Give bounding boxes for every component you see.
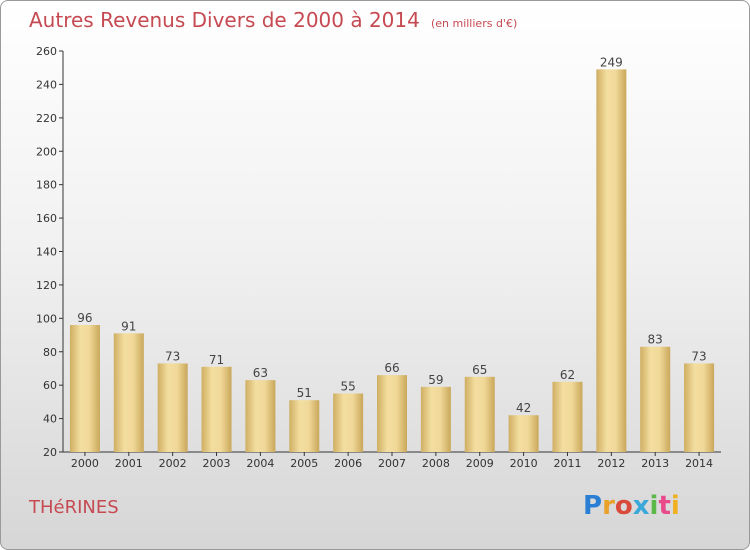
y-tick-label: 180 — [36, 179, 57, 192]
bar-value-label: 62 — [560, 368, 575, 382]
y-tick-label: 80 — [43, 346, 57, 359]
chart-subtitle: (en milliers d'€) — [430, 17, 518, 30]
logo-letter: r — [602, 491, 615, 521]
y-tick-label: 120 — [36, 279, 57, 292]
x-tick-label: 2011 — [553, 457, 581, 470]
bar-value-label: 73 — [165, 349, 180, 363]
x-tick-label: 2002 — [159, 457, 187, 470]
bar-value-label: 249 — [600, 55, 623, 69]
x-tick-label: 2009 — [466, 457, 494, 470]
bar — [157, 363, 188, 452]
bar-value-label: 71 — [209, 353, 224, 367]
bar-value-label: 42 — [516, 401, 531, 415]
logo-letter: i — [670, 491, 680, 521]
bar-value-label: 59 — [428, 373, 443, 387]
logo-letter: x — [632, 491, 650, 521]
bar — [464, 376, 495, 452]
x-tick-label: 2012 — [597, 457, 625, 470]
bar — [596, 69, 627, 453]
logo-letter: P — [583, 491, 603, 521]
x-tick-label: 2001 — [115, 457, 143, 470]
bar-value-label: 66 — [384, 361, 399, 375]
bar — [201, 366, 232, 452]
bar-value-label: 63 — [253, 366, 268, 380]
y-tick-label: 260 — [36, 45, 57, 58]
x-tick-label: 2005 — [290, 457, 318, 470]
bar — [69, 325, 100, 452]
x-tick-label: 2003 — [203, 457, 231, 470]
proxiti-logo[interactable]: Proxiti — [583, 491, 680, 521]
bar-series: 96 91 73 71 63 51 55 66 59 65 42 62 249 83 73 — [69, 55, 715, 453]
y-tick-label: 240 — [36, 78, 57, 91]
y-tick-label: 40 — [43, 413, 57, 426]
y-tick-label: 140 — [36, 246, 57, 259]
bar — [508, 415, 539, 452]
x-tick-label: 2004 — [246, 457, 274, 470]
y-tick-label: 160 — [36, 212, 57, 225]
bar — [377, 375, 407, 452]
bar — [640, 346, 671, 452]
x-tick-label: 2013 — [641, 457, 669, 470]
y-axis: 20 40 60 80 100 120 140 160 180 200 220 240 260 — [36, 45, 64, 459]
y-tick-label: 60 — [43, 379, 57, 392]
bar — [245, 380, 276, 452]
bar — [113, 333, 144, 452]
bar-value-label: 83 — [648, 333, 663, 347]
bar — [684, 363, 715, 452]
y-tick-label: 200 — [36, 145, 57, 158]
bar — [333, 393, 364, 452]
logo-letter: i — [649, 491, 659, 521]
x-tick-label: 2006 — [334, 457, 362, 470]
chart-title: Autres Revenus Divers de 2000 à 2014 — [29, 8, 420, 32]
bar-value-label: 55 — [340, 380, 355, 394]
y-tick-label: 20 — [43, 446, 57, 459]
bar-value-label: 65 — [472, 363, 487, 377]
x-tick-label: 2000 — [71, 457, 99, 470]
bar — [552, 381, 583, 452]
logo-letter: t — [658, 491, 671, 521]
x-tick-label: 2008 — [422, 457, 450, 470]
bar — [289, 400, 320, 452]
x-tick-label: 2007 — [378, 457, 406, 470]
bar-value-label: 73 — [691, 349, 706, 363]
y-tick-label: 100 — [36, 312, 57, 325]
chart-header: Autres Revenus Divers de 2000 à 2014 (en… — [29, 8, 517, 32]
bar-value-label: 51 — [297, 386, 312, 400]
x-axis: 2000 2001 2002 2003 2004 2005 2006 2007 2008 2009… — [63, 451, 721, 470]
bar-value-label: 96 — [77, 311, 92, 325]
town-name: THéRINES — [29, 497, 119, 518]
x-tick-label: 2014 — [685, 457, 713, 470]
bar-value-label: 91 — [121, 319, 136, 333]
bar — [420, 386, 451, 452]
logo-letter: o — [614, 491, 633, 521]
x-tick-label: 2010 — [510, 457, 538, 470]
y-tick-label: 220 — [36, 112, 57, 125]
